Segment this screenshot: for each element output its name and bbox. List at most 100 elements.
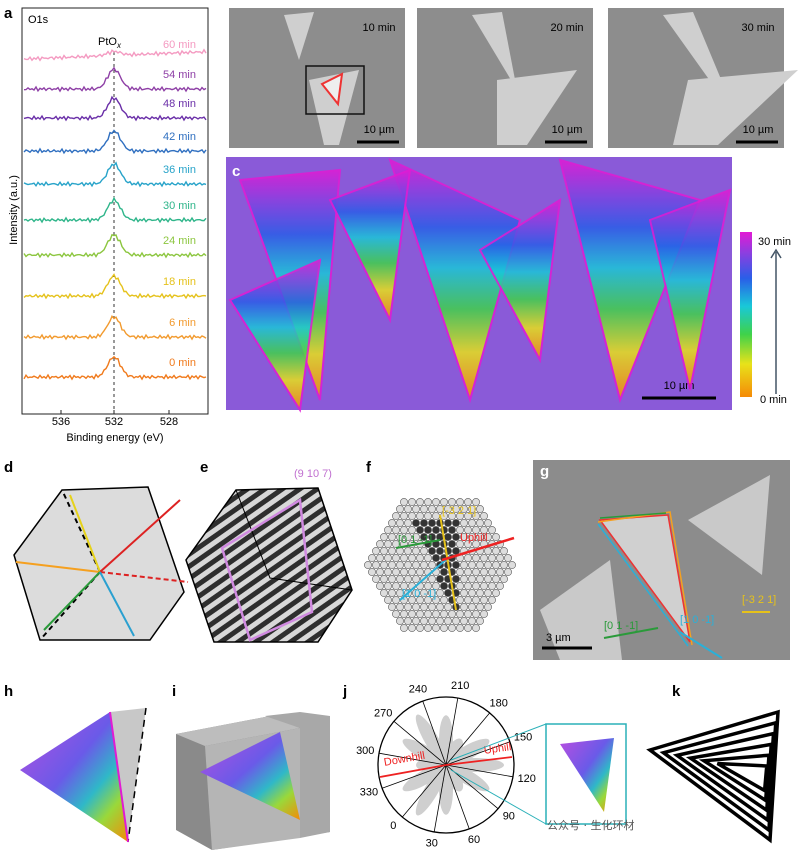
- stepped-crystal: [185, 487, 353, 643]
- atom: [496, 582, 504, 590]
- panel-letter: c: [232, 163, 240, 180]
- panel-letter: h: [4, 683, 13, 700]
- atom: [492, 561, 500, 569]
- flake: [309, 70, 359, 145]
- atom: [412, 519, 420, 527]
- atom: [440, 498, 448, 506]
- spectrum: [23, 196, 207, 224]
- peak-label: PtOx: [98, 36, 122, 50]
- atom: [500, 561, 508, 569]
- atom: [488, 596, 496, 604]
- atom: [460, 533, 468, 541]
- atom: [488, 582, 496, 590]
- growth-triangle: [328, 168, 412, 324]
- atom: [480, 610, 488, 618]
- atom: [448, 526, 456, 534]
- atom: [496, 568, 504, 576]
- panel-letter: d: [4, 459, 13, 476]
- atom: [400, 610, 408, 618]
- direction-label: [-3 2 1]: [742, 594, 776, 606]
- scale-label: 10 µm: [664, 380, 695, 392]
- atom: [484, 575, 492, 583]
- atom: [468, 575, 476, 583]
- atom: [476, 561, 484, 569]
- zoom-box: [305, 65, 365, 115]
- atom: [500, 547, 508, 555]
- atom: [392, 610, 400, 618]
- atom: [476, 603, 484, 611]
- atom: [396, 617, 404, 625]
- spectrum: [23, 273, 207, 300]
- atom: [400, 498, 408, 506]
- spectrum-label: 36 min: [163, 164, 196, 176]
- atom: [440, 624, 448, 632]
- spectrum: [23, 129, 207, 155]
- atom: [412, 575, 420, 583]
- atom: [404, 533, 412, 541]
- atom: [392, 512, 400, 520]
- step: [265, 712, 330, 838]
- scale-label: 10 µm: [743, 124, 774, 136]
- atom-lattice: [0 1 -1] [1 0 -1] [-3 2 1] Uphill: [364, 498, 516, 632]
- atom: [448, 498, 456, 506]
- colorbar: [740, 232, 752, 397]
- atom: [400, 582, 408, 590]
- atom: [372, 575, 380, 583]
- atom: [368, 568, 376, 576]
- atom: [460, 575, 468, 583]
- spectrum-label: 60 min: [163, 39, 196, 51]
- atom: [404, 547, 412, 555]
- direction-label: [-3 2 1]: [442, 505, 476, 517]
- atom: [376, 540, 384, 548]
- atom: [428, 617, 436, 625]
- atom: [432, 610, 440, 618]
- atom: [448, 624, 456, 632]
- atom: [440, 610, 448, 618]
- atom: [376, 554, 384, 562]
- edge: [599, 512, 667, 519]
- atom: [428, 505, 436, 513]
- atom: [468, 617, 476, 625]
- angle-label: 300: [356, 745, 374, 757]
- petal: [445, 738, 490, 767]
- colorbar-max: 30 min: [758, 236, 791, 248]
- atom: [384, 526, 392, 534]
- atom: [480, 596, 488, 604]
- y-axis-label: Intensity (a.u.): [8, 175, 20, 245]
- flake: [284, 12, 314, 60]
- atom: [444, 617, 452, 625]
- angle-label: 30: [426, 838, 438, 850]
- growth-triangle: [648, 188, 732, 391]
- atom: [428, 589, 436, 597]
- spoke: [393, 720, 447, 766]
- flake: [540, 560, 622, 660]
- spectrum-label: 54 min: [163, 69, 196, 81]
- atom: [460, 617, 468, 625]
- atom: [432, 596, 440, 604]
- flake: [688, 475, 770, 575]
- spectrum: [23, 355, 207, 381]
- atom: [452, 505, 460, 513]
- atom: [404, 519, 412, 527]
- atom: [428, 575, 436, 583]
- scale-label: 10 µm: [364, 124, 395, 136]
- panel-letter: a: [4, 5, 13, 22]
- atom: [436, 575, 444, 583]
- direction: [439, 514, 457, 611]
- atom: [428, 603, 436, 611]
- atom: [416, 512, 424, 520]
- atom: [428, 547, 436, 555]
- time-label: 30 min: [741, 22, 774, 34]
- atom: [400, 554, 408, 562]
- atom: [436, 547, 444, 555]
- atom: [456, 568, 464, 576]
- atom: [392, 526, 400, 534]
- spoke: [445, 764, 514, 778]
- atom: [432, 526, 440, 534]
- atom: [400, 512, 408, 520]
- atom: [452, 617, 460, 625]
- spoke: [381, 764, 447, 789]
- atom: [472, 624, 480, 632]
- atom: [440, 568, 448, 576]
- atom: [444, 519, 452, 527]
